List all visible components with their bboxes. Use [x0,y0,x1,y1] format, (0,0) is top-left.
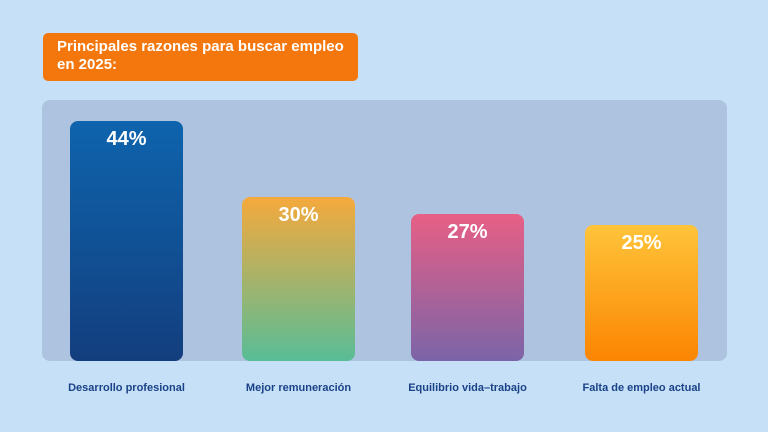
bar-1: 44% [70,121,183,361]
category-label-4: Falta de empleo actual [582,382,701,394]
bar-value-label: 30% [278,204,319,226]
bar-3: 27% [411,214,524,361]
bar-value-label: 27% [447,221,488,243]
category-label-1: Desarrollo profesional [68,382,185,394]
bar-4: 25% [585,225,698,361]
plot-area: 44% 30% 27% 25% [42,100,727,361]
bar-value-label: 44% [106,128,147,150]
chart-title-box: Principales razones para buscar empleo e… [43,33,358,81]
chart-title-line-2: en 2025: [57,56,118,73]
category-labels: Desarrollo profesional Mejor remuneración… [0,382,768,402]
chart-title-line-1: Principales razones para buscar empleo [57,38,344,55]
bar-2: 30% [242,197,355,361]
bar-value-label: 25% [621,232,662,254]
category-label-2: Mejor remuneración [245,382,352,394]
category-label-3: Equilibrio vida–trabajo [408,382,527,394]
